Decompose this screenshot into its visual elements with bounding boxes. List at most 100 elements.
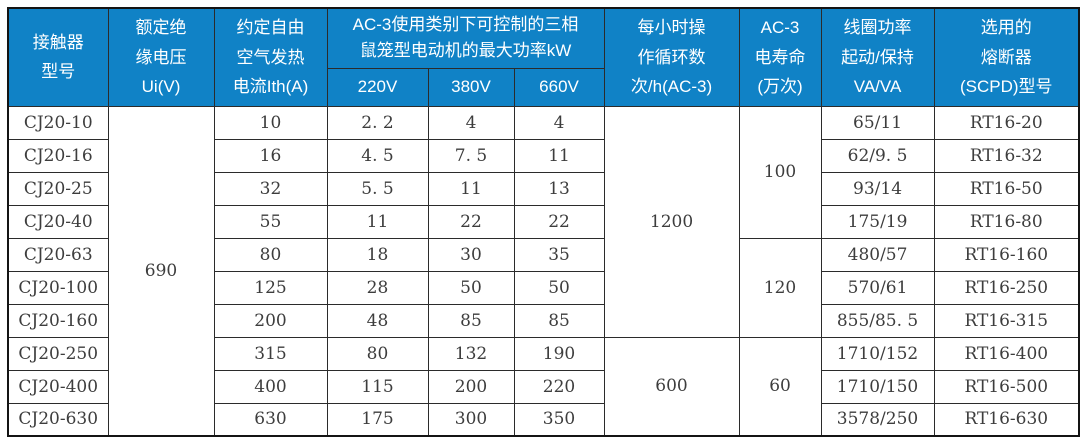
header-max-power-group: AC-3使用类别下可控制的三相 鼠笼型电动机的最大功率kW bbox=[326, 7, 605, 69]
cell-kw-660v: 220 bbox=[513, 369, 605, 404]
cell-ith: 80 bbox=[213, 237, 328, 272]
cell-kw-220v: 2. 2 bbox=[326, 105, 429, 140]
cell-ith: 315 bbox=[213, 336, 328, 371]
cell-ith: 125 bbox=[213, 270, 328, 305]
table-row-cj20-16: CJ20-16 16 4. 5 7. 5 11 62/9. 5 RT16-32 bbox=[7, 138, 1080, 173]
header-cycles-per-hour: 每小时操 作循环数 次/h(AC-3) bbox=[603, 7, 740, 107]
cell-kw-660v: 50 bbox=[513, 270, 605, 305]
cell-coil-power: 570/61 bbox=[820, 270, 935, 305]
cell-kw-220v: 80 bbox=[326, 336, 429, 371]
cell-kw-380v: 4 bbox=[427, 105, 515, 140]
table-row-cj20-25: CJ20-25 32 5. 5 11 13 93/14 RT16-50 bbox=[7, 171, 1080, 206]
cell-coil-power: 480/57 bbox=[820, 237, 935, 272]
table-row-cj20-100: CJ20-100 125 28 50 50 570/61 RT16-250 bbox=[7, 270, 1080, 305]
table-row-cj20-63: CJ20-63 80 18 30 35 120 480/57 RT16-160 bbox=[7, 237, 1080, 338]
table-row-cj20-400: CJ20-400 400 115 200 220 1710/150 RT16-5… bbox=[7, 369, 1080, 404]
cell-kw-660v: 85 bbox=[513, 303, 605, 338]
cell-model: CJ20-400 bbox=[7, 369, 109, 404]
cell-fuse: RT16-630 bbox=[933, 402, 1080, 437]
cell-ith: 200 bbox=[213, 303, 328, 338]
header-contactor-model: 接触器 型号 bbox=[7, 7, 109, 107]
header-row-group: 接触器 型号 额定绝 缘电压 Ui(V) 约定自由 空气发热 电流Ith(A) … bbox=[7, 7, 1080, 107]
cell-kw-380v: 30 bbox=[427, 237, 515, 272]
cell-coil-power: 93/14 bbox=[820, 171, 935, 206]
header-electrical-life: AC-3 电寿命 (万次) bbox=[738, 7, 822, 107]
table-row-cj20-40: CJ20-40 55 11 22 22 175/19 RT16-80 bbox=[7, 204, 1080, 239]
cell-cycles-merged-1200: 1200 bbox=[603, 105, 740, 338]
cell-ith: 32 bbox=[213, 171, 328, 206]
cell-kw-220v: 48 bbox=[326, 303, 429, 338]
cell-model: CJ20-25 bbox=[7, 171, 109, 206]
table-row-cj20-160: CJ20-160 200 48 85 85 855/85. 5 RT16-315 bbox=[7, 303, 1080, 338]
cell-kw-380v: 7. 5 bbox=[427, 138, 515, 173]
cell-model: CJ20-63 bbox=[7, 237, 109, 272]
cell-kw-660v: 11 bbox=[513, 138, 605, 173]
cell-coil-power: 65/11 bbox=[820, 105, 935, 140]
cell-kw-380v: 200 bbox=[427, 369, 515, 404]
cell-life-merged-60: 60 bbox=[738, 336, 822, 437]
cell-kw-220v: 5. 5 bbox=[326, 171, 429, 206]
header-220v: 220V bbox=[326, 67, 429, 107]
header-380v: 380V bbox=[427, 67, 515, 107]
cell-kw-380v: 22 bbox=[427, 204, 515, 239]
cell-model: CJ20-160 bbox=[7, 303, 109, 338]
cell-fuse: RT16-80 bbox=[933, 204, 1080, 239]
cell-coil-power: 1710/152 bbox=[820, 336, 935, 371]
cell-fuse: RT16-315 bbox=[933, 303, 1080, 338]
header-fuse-model: 选用的 熔断器 (SCPD)型号 bbox=[933, 7, 1080, 107]
cell-fuse: RT16-250 bbox=[933, 270, 1080, 305]
table-row-cj20-630: CJ20-630 630 175 300 350 3578/250 RT16-6… bbox=[7, 402, 1080, 437]
cell-coil-power: 855/85. 5 bbox=[820, 303, 935, 338]
cell-kw-220v: 11 bbox=[326, 204, 429, 239]
cell-kw-380v: 11 bbox=[427, 171, 515, 206]
cell-ith: 55 bbox=[213, 204, 328, 239]
cell-kw-660v: 4 bbox=[513, 105, 605, 140]
cell-kw-660v: 13 bbox=[513, 171, 605, 206]
cell-fuse: RT16-400 bbox=[933, 336, 1080, 371]
cell-fuse: RT16-500 bbox=[933, 369, 1080, 404]
cell-model: CJ20-10 bbox=[7, 105, 109, 140]
cell-fuse: RT16-50 bbox=[933, 171, 1080, 206]
header-insulation-voltage: 额定绝 缘电压 Ui(V) bbox=[107, 7, 215, 107]
header-row-voltages: 220V 380V 660V bbox=[8, 67, 1079, 107]
cell-model: CJ20-100 bbox=[7, 270, 109, 305]
cell-coil-power: 62/9. 5 bbox=[820, 138, 935, 173]
cell-life-merged-120: 120 bbox=[738, 237, 822, 338]
cell-insulation-voltage-merged: 690 bbox=[107, 105, 215, 437]
header-coil-power: 线圈功率 起动/保持 VA/VA bbox=[820, 7, 935, 107]
cell-kw-660v: 35 bbox=[513, 237, 605, 272]
cell-kw-220v: 4. 5 bbox=[326, 138, 429, 173]
header-thermal-current: 约定自由 空气发热 电流Ith(A) bbox=[213, 7, 328, 107]
cell-ith: 400 bbox=[213, 369, 328, 404]
cell-fuse: RT16-160 bbox=[933, 237, 1080, 272]
cell-coil-power: 3578/250 bbox=[820, 402, 935, 437]
cell-kw-660v: 190 bbox=[513, 336, 605, 371]
cell-ith: 16 bbox=[213, 138, 328, 173]
cell-model: CJ20-250 bbox=[7, 336, 109, 371]
cell-kw-220v: 115 bbox=[326, 369, 429, 404]
cell-cycles-merged-600: 600 bbox=[603, 336, 740, 437]
cell-kw-380v: 300 bbox=[427, 402, 515, 437]
cell-model: CJ20-40 bbox=[7, 204, 109, 239]
header-660v: 660V bbox=[513, 67, 605, 107]
cell-fuse: RT16-32 bbox=[933, 138, 1080, 173]
cell-kw-220v: 175 bbox=[326, 402, 429, 437]
cell-ith: 10 bbox=[213, 105, 328, 140]
cell-model: CJ20-16 bbox=[7, 138, 109, 173]
cell-kw-220v: 28 bbox=[326, 270, 429, 305]
cell-life-merged-100: 100 bbox=[738, 105, 822, 239]
contactor-spec-table: 接触器 型号 额定绝 缘电压 Ui(V) 约定自由 空气发热 电流Ith(A) … bbox=[7, 7, 1081, 437]
cell-coil-power: 175/19 bbox=[820, 204, 935, 239]
cell-ith: 630 bbox=[213, 402, 328, 437]
cell-kw-380v: 132 bbox=[427, 336, 515, 371]
cell-kw-660v: 22 bbox=[513, 204, 605, 239]
table-row-cj20-10: CJ20-10 690 10 2. 2 4 4 1200 100 65/11 R… bbox=[7, 105, 1080, 437]
table-row-cj20-250: CJ20-250 315 80 132 190 600 60 1710/152 … bbox=[7, 336, 1080, 437]
cell-fuse: RT16-20 bbox=[933, 105, 1080, 140]
cell-model: CJ20-630 bbox=[7, 402, 109, 437]
cell-kw-380v: 85 bbox=[427, 303, 515, 338]
cell-kw-660v: 350 bbox=[513, 402, 605, 437]
cell-kw-220v: 18 bbox=[326, 237, 429, 272]
cell-coil-power: 1710/150 bbox=[820, 369, 935, 404]
